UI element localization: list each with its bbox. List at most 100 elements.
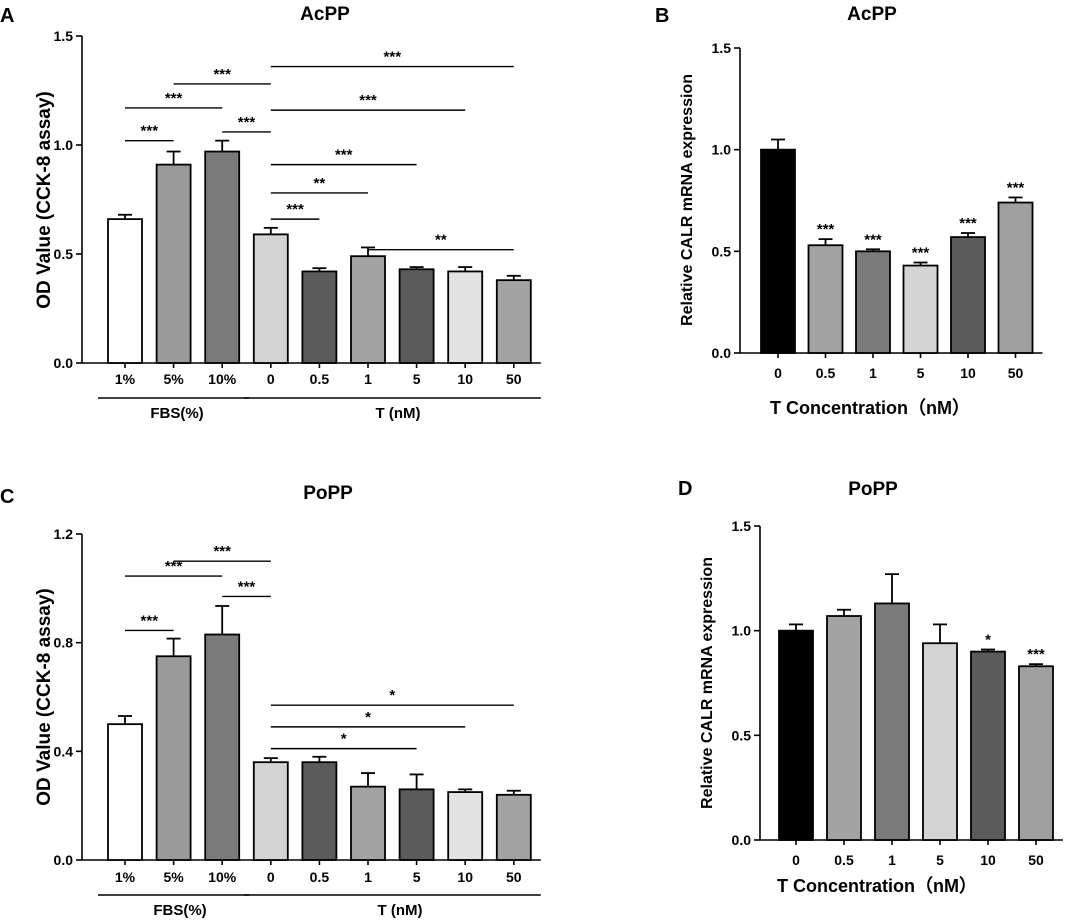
- x-tick-label: 1: [869, 365, 877, 381]
- significance-label: ***: [141, 612, 159, 629]
- significance-label: ***: [165, 558, 183, 575]
- bar: [970, 650, 1006, 841]
- significance-label: ***: [1027, 646, 1045, 663]
- x-tick-label: 5%: [163, 869, 184, 885]
- x-tick-label: 10%: [208, 371, 237, 387]
- bar: [447, 270, 484, 364]
- x-tick-label: 0.5: [816, 365, 836, 381]
- panel-label: D: [678, 478, 692, 500]
- bar: [922, 642, 958, 841]
- y-tick-label: 0.0: [54, 355, 74, 371]
- significance-label: ***: [213, 66, 231, 83]
- y-axis-label: OD Value (CCK-8 assay): [34, 588, 55, 806]
- significance-label: ***: [165, 90, 183, 107]
- bar: [447, 791, 484, 861]
- significance-label: ***: [238, 578, 256, 595]
- y-tick-label: 1.2: [54, 526, 74, 542]
- x-tick-label: 0: [267, 371, 275, 387]
- significance-label: ***: [359, 92, 377, 109]
- bar: [204, 150, 241, 364]
- x-axis-label: T Concentration（nM）: [770, 398, 970, 418]
- x-tick-label: 5: [413, 869, 421, 885]
- x-tick-label: 1: [364, 869, 372, 885]
- x-tick-label: 5: [936, 852, 944, 868]
- significance-label: ***: [1007, 179, 1025, 196]
- bar: [807, 244, 844, 354]
- significance-label: ***: [238, 114, 256, 131]
- y-tick-label: 0.4: [54, 743, 74, 759]
- x-tick-label: 10: [980, 852, 996, 868]
- bar: [760, 148, 796, 354]
- y-tick-label: 0.0: [732, 832, 752, 848]
- significance-label: ***: [335, 147, 353, 164]
- x-tick-label: 1: [888, 852, 896, 868]
- significance-label: *: [389, 687, 395, 704]
- bar: [874, 602, 910, 841]
- y-axis-label: Relative CALR mRNA expression: [679, 74, 696, 326]
- y-tick-label: 1.0: [712, 142, 732, 158]
- bar: [826, 615, 862, 841]
- x-tick-label: 1%: [115, 371, 136, 387]
- significance-label: *: [985, 632, 991, 649]
- x-tick-label: 1%: [115, 869, 136, 885]
- group-label-t: T (nM): [376, 405, 421, 422]
- x-tick-label: 5%: [163, 371, 184, 387]
- x-tick-label: 10: [457, 869, 473, 885]
- y-tick-label: 0.5: [54, 246, 74, 262]
- y-tick-label: 1.5: [712, 40, 732, 56]
- x-tick-label: 5: [413, 371, 421, 387]
- y-tick-label: 1.0: [732, 623, 752, 639]
- panel-b: B AcPP Relative CALR mRNA expression T C…: [655, 4, 1043, 418]
- x-tick-label: 10: [457, 371, 473, 387]
- bar: [155, 163, 192, 364]
- y-tick-label: 0.5: [732, 727, 752, 743]
- y-tick-label: 1.5: [732, 518, 752, 534]
- plot-area: 0.0 0.5 1.0 1.5 0 0.5 1 5 10 * 50 ***: [732, 518, 1063, 868]
- y-tick-label: 0.0: [54, 852, 74, 868]
- bar: [398, 268, 435, 364]
- significance-label: **: [314, 175, 326, 192]
- bar: [855, 250, 891, 354]
- panel-d: D PoPP Relative CALR mRNA expression T C…: [678, 478, 1063, 896]
- y-tick-label: 0.8: [54, 635, 74, 651]
- y-axis-label: Relative CALR mRNA expression: [699, 557, 716, 809]
- panel-label: A: [0, 5, 14, 27]
- x-tick-label: 1: [364, 371, 372, 387]
- x-tick-label: 10: [960, 365, 976, 381]
- significance-label: *: [341, 731, 347, 748]
- x-axis-label: T Concentration（nM）: [777, 876, 977, 896]
- plot-area: 0.00.40.81.21% 5% 10% 0 0.5 1 5 10 50***********…: [54, 526, 541, 896]
- significance-label: **: [435, 232, 447, 249]
- bar: [350, 255, 386, 364]
- x-tick-label: 5: [917, 365, 925, 381]
- bar: [155, 655, 192, 861]
- y-tick-label: 0.5: [712, 243, 732, 259]
- group-label-fbs: FBS(%): [153, 902, 206, 919]
- panel-label: B: [655, 5, 669, 27]
- chart-title: PoPP: [848, 479, 898, 500]
- plot-area: 0.0 0.5 1.0 1.5 0 0.5 *** 1 *** 5 *** 10 *** 50 ***: [712, 40, 1043, 381]
- significance-label: ***: [384, 49, 402, 66]
- bar: [301, 270, 338, 364]
- y-axis-label: OD Value (CCK-8 assay): [34, 91, 55, 309]
- x-tick-label: 0: [774, 365, 782, 381]
- x-tick-label: 50: [1008, 365, 1024, 381]
- significance-label: ***: [959, 215, 977, 232]
- bar: [495, 793, 532, 861]
- bar: [398, 788, 435, 861]
- bar: [350, 785, 386, 861]
- x-tick-label: 0.5: [310, 869, 330, 885]
- y-tick-label: 1.5: [54, 28, 74, 44]
- bar: [778, 629, 814, 841]
- x-tick-label: 50: [506, 371, 522, 387]
- x-tick-label: 0.5: [310, 371, 330, 387]
- panel-a: A AcPP OD Value (CCK-8 assay) FBS(%) T (…: [0, 4, 541, 422]
- y-tick-label: 0.0: [712, 345, 732, 361]
- chart-title: PoPP: [303, 483, 353, 504]
- x-tick-label: 0: [267, 869, 275, 885]
- bar: [1018, 665, 1054, 841]
- bar: [997, 201, 1034, 354]
- bar: [495, 279, 532, 364]
- significance-label: ***: [864, 231, 882, 248]
